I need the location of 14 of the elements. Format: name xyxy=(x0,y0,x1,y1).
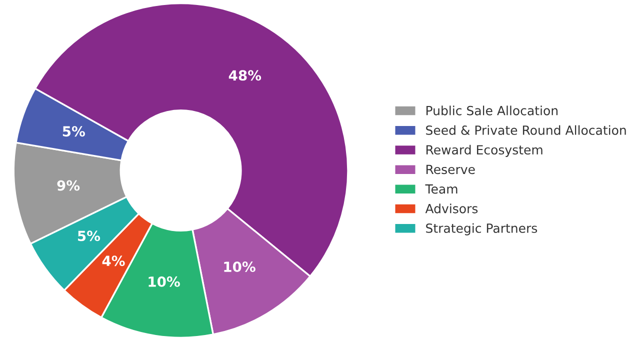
data-label: 5% xyxy=(78,230,100,242)
data-label: 10% xyxy=(148,276,180,287)
legend-label: Advisors xyxy=(425,204,478,214)
legend-label: Reserve xyxy=(426,164,475,174)
legend-label: Team xyxy=(425,184,458,194)
data-label: 9% xyxy=(57,180,80,191)
data-label: 5% xyxy=(62,126,85,137)
legend-label: Seed & Private Round Allocation xyxy=(426,125,626,135)
data-label: 48% xyxy=(228,70,262,81)
legend-label: Reward Ecosystem xyxy=(426,144,542,157)
legend-label: Public Sale Allocation xyxy=(426,106,558,116)
data-label: 10% xyxy=(224,262,256,272)
legend-label: Strategic Partners xyxy=(426,223,538,236)
data-label: 4% xyxy=(102,256,125,266)
